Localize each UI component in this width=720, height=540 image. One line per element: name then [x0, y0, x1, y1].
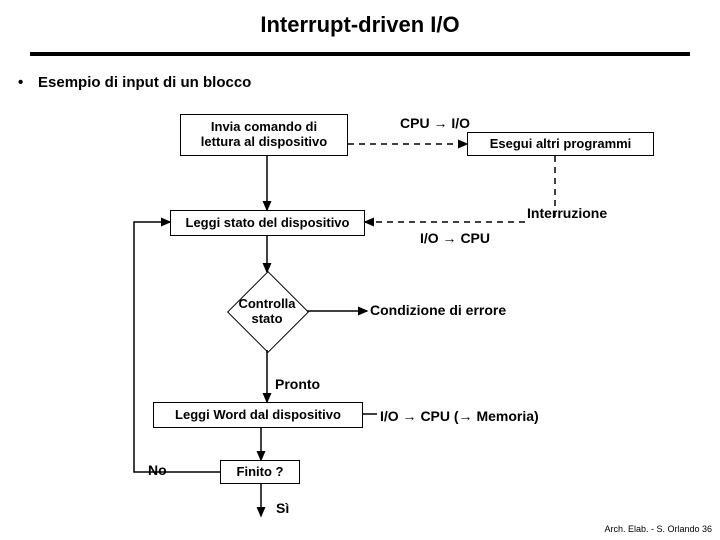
box-read-status: Leggi stato del dispositivo: [170, 210, 365, 236]
box-read-word: Leggi Word dal dispositivo: [153, 402, 363, 428]
label-pronto: Pronto: [275, 376, 320, 392]
box-send-command: Invia comando di lettura al dispositivo: [180, 114, 348, 156]
page-title: Interrupt-driven I/O: [0, 12, 720, 38]
label-io-cpu: I/O → CPU: [420, 230, 490, 246]
label-no: No: [148, 462, 167, 478]
divider: [30, 52, 690, 56]
bullet-dot: •: [18, 74, 23, 91]
bullet-text: Esempio di input di un blocco: [38, 74, 251, 91]
label-condizione-errore: Condizione di errore: [370, 302, 506, 318]
label-interruzione: Interruzione: [527, 205, 607, 221]
label-io-cpu-memoria: I/O → CPU (→ Memoria): [380, 408, 539, 424]
label-si: Sì: [276, 500, 289, 516]
label-cpu-io: CPU → I/O: [400, 115, 470, 131]
diamond-check-status-label: Controlla stato: [227, 271, 307, 351]
footer-text: Arch. Elab. - S. Orlando 36: [604, 524, 712, 534]
box-exec-others: Esegui altri programmi: [467, 132, 654, 156]
box-finished: Finito ?: [220, 460, 300, 484]
diamond-check-status: Controlla stato: [227, 271, 307, 351]
